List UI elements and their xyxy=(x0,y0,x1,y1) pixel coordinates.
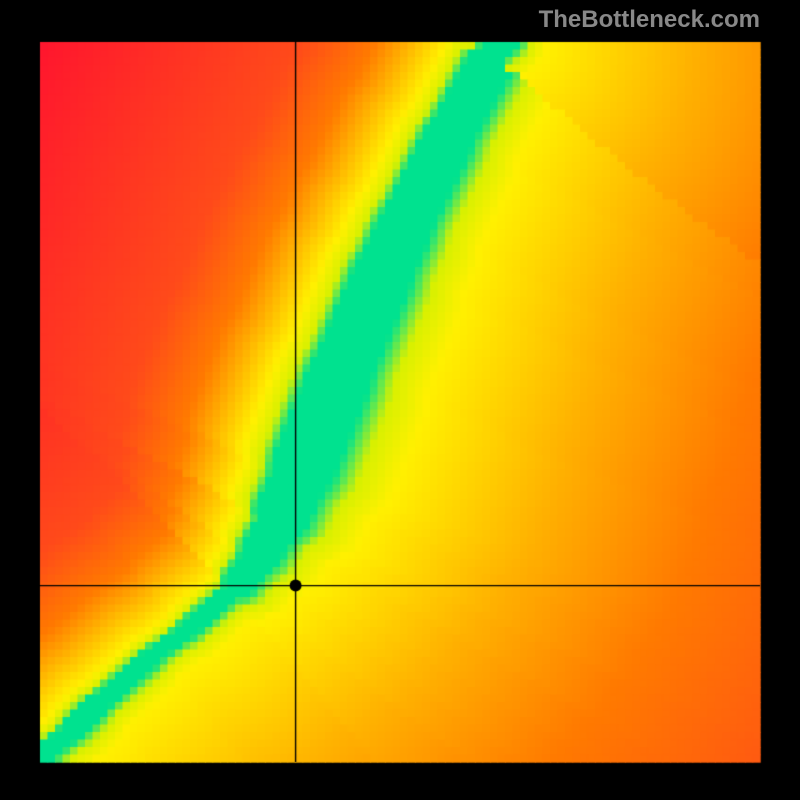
heatmap-canvas xyxy=(0,0,800,800)
watermark-label: TheBottleneck.com xyxy=(539,6,760,34)
chart-container: TheBottleneck.com xyxy=(0,0,800,800)
